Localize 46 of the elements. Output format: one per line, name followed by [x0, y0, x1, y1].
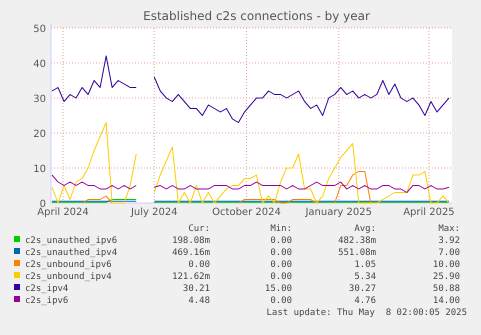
text: 0.00 — [188, 260, 210, 270]
text: 0.00 — [270, 260, 292, 270]
x-tick-label: October 2024 — [212, 207, 281, 218]
text: Last update: Thu May 8 02:00:05 2025 — [266, 308, 467, 318]
y-tick-label: 40 — [33, 59, 46, 70]
text: 3.92 — [438, 236, 460, 246]
text: 1.05 — [354, 260, 376, 270]
text: 30.27 — [348, 284, 376, 294]
text: 5.34 — [354, 272, 376, 282]
text: 25.90 — [432, 272, 460, 282]
text: 482.38m — [338, 236, 376, 246]
text: 10.00 — [432, 260, 460, 270]
text: 469.16m — [172, 248, 210, 258]
text: 30.21 — [182, 284, 210, 294]
text: 50.88 — [432, 284, 460, 294]
x-tick-label: April 2025 — [403, 207, 455, 218]
text: Min: — [270, 224, 292, 234]
text: Cur: — [188, 224, 210, 234]
text: 14.00 — [432, 296, 460, 306]
y-tick-label: 30 — [33, 94, 46, 105]
text: 0.00 — [270, 272, 292, 282]
legend-label: c2s_unbound_ipv4 — [25, 272, 112, 282]
legend-label: c2s_ipv4 — [25, 284, 68, 294]
text: 0.00 — [270, 296, 292, 306]
text: 0.00 — [270, 248, 292, 258]
text: 121.62m — [172, 272, 210, 282]
legend-label: c2s_ipv6 — [25, 296, 68, 306]
text: 7.00 — [438, 248, 460, 258]
chart-title: Established c2s connections - by year — [143, 9, 370, 23]
x-tick-label: January 2025 — [304, 207, 372, 218]
y-tick-label: 50 — [33, 24, 46, 35]
text: 15.00 — [264, 284, 292, 294]
text: 551.08m — [338, 248, 376, 258]
x-tick-label: July 2024 — [130, 207, 178, 218]
y-tick-label: 20 — [33, 129, 46, 140]
text: 4.48 — [188, 296, 210, 306]
legend-label: c2s_unauthed_ipv4 — [25, 248, 118, 258]
y-tick-label: 10 — [33, 164, 46, 175]
legend-label: c2s_unauthed_ipv6 — [25, 236, 118, 246]
text: Avg: — [354, 224, 376, 234]
text: Max: — [438, 224, 460, 234]
text: 4.76 — [354, 296, 376, 306]
text: 198.08m — [172, 236, 210, 246]
legend-label: c2s_unbound_ipv6 — [25, 260, 112, 270]
x-tick-label: April 2024 — [37, 207, 89, 218]
text: 0.00 — [270, 236, 292, 246]
